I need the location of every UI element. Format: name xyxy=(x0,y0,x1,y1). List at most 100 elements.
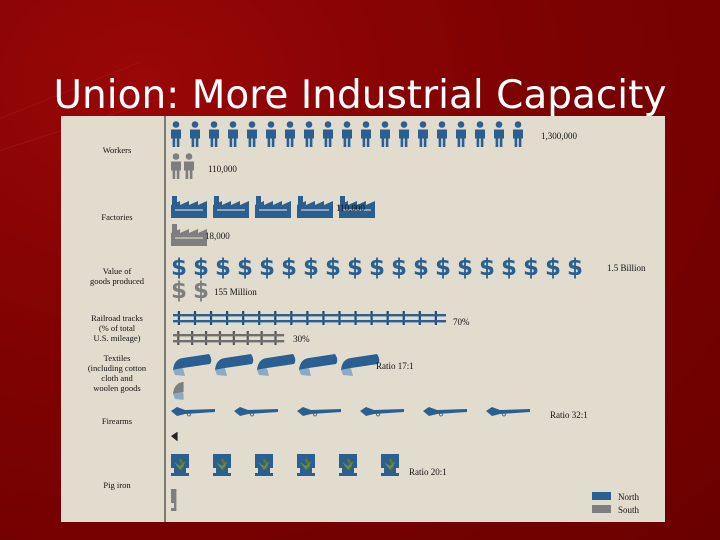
north-rifle-icon xyxy=(234,407,278,417)
north-person-icon xyxy=(209,121,219,147)
data-label: 1.5 Billion xyxy=(607,263,646,273)
svg-text:$: $ xyxy=(413,255,429,281)
svg-text:$: $ xyxy=(435,255,451,281)
north-dollar-icon: $ xyxy=(523,255,539,281)
north-person-icon xyxy=(247,121,257,147)
south-railroad-track-icon xyxy=(173,331,285,345)
north-rifle-icon xyxy=(486,407,530,417)
south-person-icon xyxy=(171,153,181,179)
north-iron-furnace-icon xyxy=(381,454,399,476)
svg-text:$: $ xyxy=(501,255,517,281)
south-factory-icon xyxy=(171,224,207,246)
north-dollar-icon: $ xyxy=(215,255,231,281)
north-cloth-bolt-icon xyxy=(299,354,338,376)
south-dollar-icon: $ xyxy=(193,278,209,304)
south-person-icon xyxy=(184,153,194,179)
north-dollar-icon: $ xyxy=(457,255,473,281)
north-factory-icon xyxy=(339,196,375,218)
north-person-icon xyxy=(342,121,352,147)
data-label: Ratio 17:1 xyxy=(376,361,414,371)
north-dollar-icon: $ xyxy=(303,255,319,281)
svg-text:$: $ xyxy=(567,255,583,281)
category-label: Railroad tracks (% of total U.S. mileage) xyxy=(91,313,143,343)
north-person-icon xyxy=(437,121,447,147)
north-person-icon xyxy=(475,121,485,147)
category-label: Firearms xyxy=(102,416,132,426)
south-rifle-icon xyxy=(171,432,178,441)
svg-text:$: $ xyxy=(281,255,297,281)
north-rifle-icon xyxy=(423,407,467,417)
north-dollar-icon: $ xyxy=(545,255,561,281)
chart-panel: Workers Factories Value of goods produced Ra… xyxy=(61,116,665,522)
north-iron-furnace-icon xyxy=(297,454,315,476)
svg-text:$: $ xyxy=(215,255,231,281)
svg-text:$: $ xyxy=(193,278,209,304)
north-person-icon xyxy=(494,121,504,147)
north-cloth-bolt-icon xyxy=(173,354,212,376)
north-factory-icon xyxy=(171,196,207,218)
north-person-icon xyxy=(285,121,295,147)
south-dollar-icon: $ xyxy=(171,278,187,304)
svg-text:$: $ xyxy=(259,255,275,281)
north-person-icon xyxy=(361,121,371,147)
north-dollar-icon: $ xyxy=(259,255,275,281)
north-person-icon xyxy=(304,121,314,147)
legend-label: North xyxy=(618,492,639,502)
category-label: Workers xyxy=(103,145,132,155)
svg-text:$: $ xyxy=(171,255,187,281)
svg-text:$: $ xyxy=(523,255,539,281)
north-dollar-icon: $ xyxy=(237,255,253,281)
north-dollar-icon: $ xyxy=(369,255,385,281)
north-dollar-icon: $ xyxy=(435,255,451,281)
category-label: Pig iron xyxy=(103,480,131,490)
svg-text:$: $ xyxy=(325,255,341,281)
north-person-icon xyxy=(380,121,390,147)
svg-text:$: $ xyxy=(479,255,495,281)
legend-swatch xyxy=(592,505,611,513)
north-person-icon xyxy=(513,121,523,147)
north-rifle-icon xyxy=(360,407,404,417)
north-person-icon xyxy=(323,121,333,147)
data-label: Ratio 20:1 xyxy=(409,467,447,477)
north-dollar-icon: $ xyxy=(391,255,407,281)
north-dollar-icon: $ xyxy=(347,255,363,281)
north-iron-furnace-icon xyxy=(339,454,357,476)
north-iron-furnace-icon xyxy=(213,454,231,476)
north-dollar-icon: $ xyxy=(193,255,209,281)
south-iron-furnace-icon xyxy=(171,489,177,511)
north-dollar-icon: $ xyxy=(479,255,495,281)
slide-title: Union: More Industrial Capacity xyxy=(53,73,667,119)
svg-text:$: $ xyxy=(391,255,407,281)
north-factory-icon xyxy=(297,196,333,218)
north-person-icon xyxy=(456,121,466,147)
north-person-icon xyxy=(190,121,200,147)
north-railroad-track-icon xyxy=(173,311,446,325)
svg-text:$: $ xyxy=(303,255,319,281)
data-label: 30% xyxy=(293,334,310,344)
data-label: 70% xyxy=(453,317,470,327)
legend-label: South xyxy=(618,505,640,515)
legend-swatch xyxy=(592,492,611,500)
data-label: 18,000 xyxy=(205,231,230,241)
north-factory-icon xyxy=(255,196,291,218)
north-person-icon xyxy=(418,121,428,147)
svg-text:$: $ xyxy=(369,255,385,281)
north-dollar-icon: $ xyxy=(501,255,517,281)
svg-text:$: $ xyxy=(347,255,363,281)
south-cloth-bolt-icon xyxy=(173,381,184,400)
north-factory-icon xyxy=(213,196,249,218)
category-label: Factories xyxy=(101,212,132,222)
data-label: 1,300,000 xyxy=(541,131,578,141)
pictograph-chart: Workers Factories Value of goods produced Ra… xyxy=(88,116,646,522)
north-cloth-bolt-icon xyxy=(215,354,254,376)
svg-text:$: $ xyxy=(545,255,561,281)
data-label: 110,000 xyxy=(336,203,365,213)
north-rifle-icon xyxy=(297,407,341,417)
data-label: Ratio 32:1 xyxy=(550,410,588,420)
svg-text:$: $ xyxy=(457,255,473,281)
svg-text:$: $ xyxy=(193,255,209,281)
north-person-icon xyxy=(399,121,409,147)
north-person-icon xyxy=(266,121,276,147)
north-rifle-icon xyxy=(171,407,215,417)
north-iron-furnace-icon xyxy=(171,454,189,476)
